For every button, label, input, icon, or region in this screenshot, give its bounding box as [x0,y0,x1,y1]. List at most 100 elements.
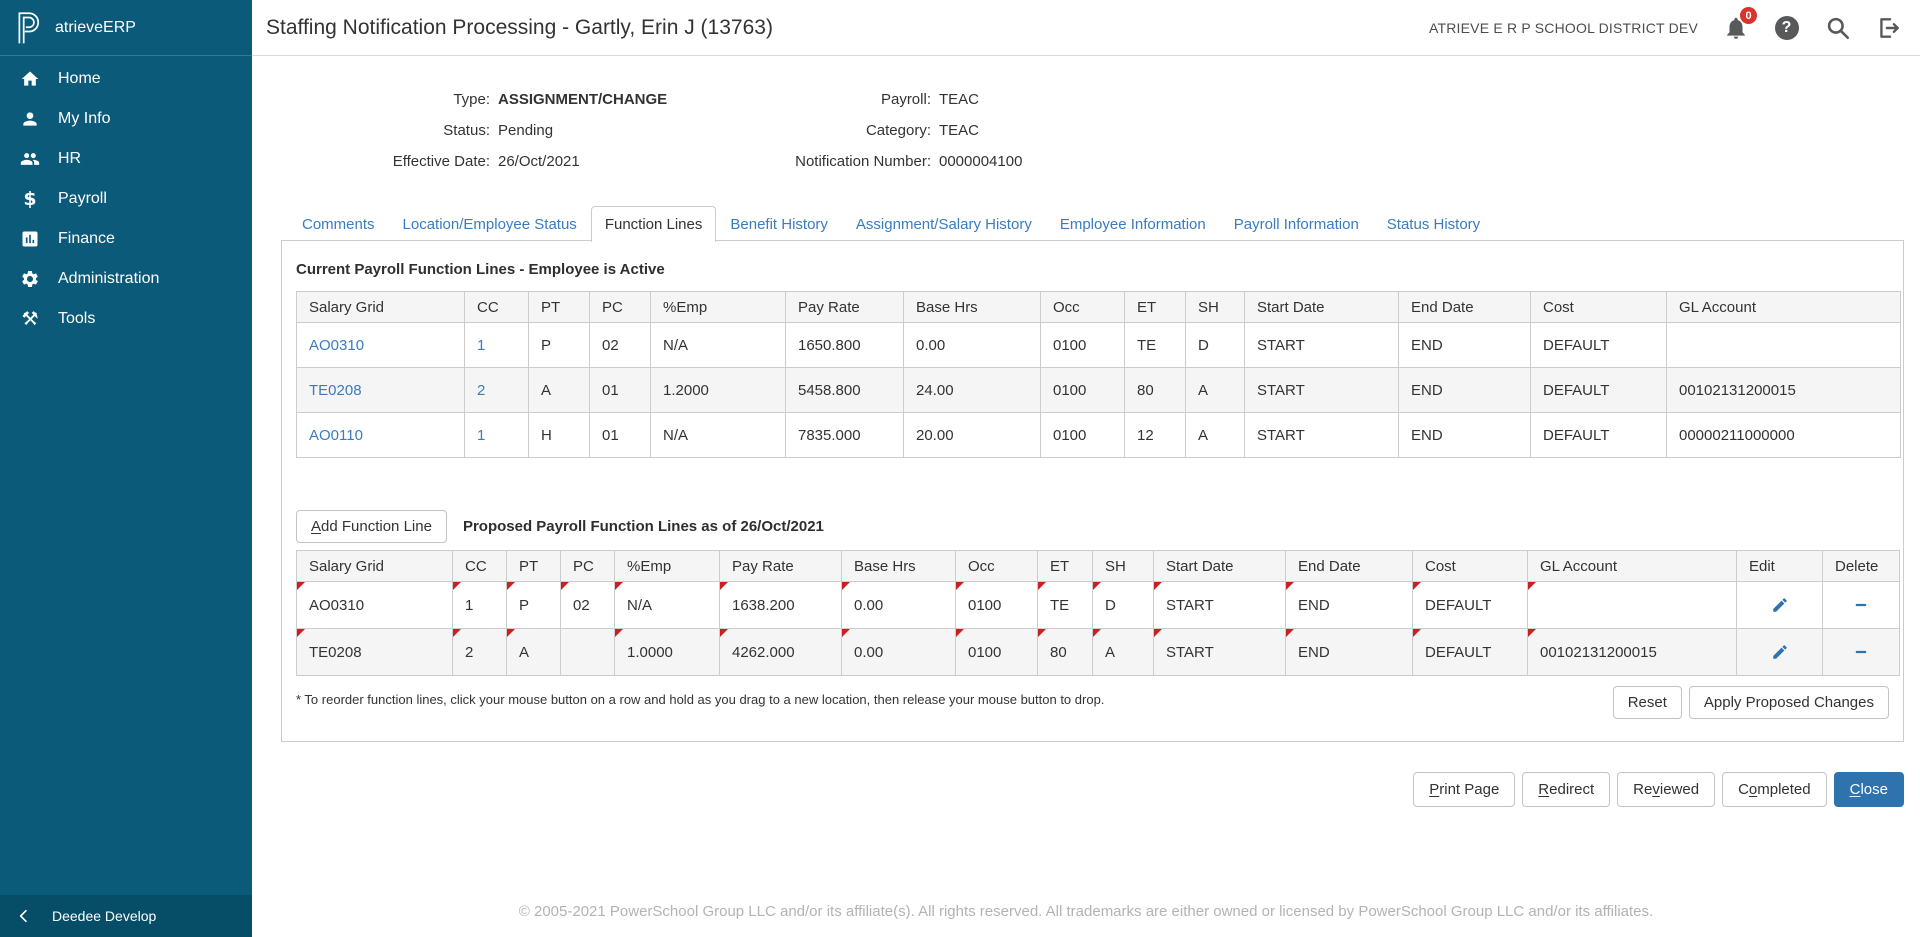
column-header-gl-account: GL Account [1528,551,1737,582]
reset-button[interactable]: Reset [1613,686,1682,719]
app-logo: atrieveERP [0,0,252,56]
print-page-button[interactable]: Print Page [1413,772,1515,807]
reviewed-button[interactable]: Reviewed [1617,772,1715,807]
column-header-occ: Occ [1041,292,1125,323]
changed-cell-marker [720,582,728,590]
edit-row-button[interactable] [1737,582,1823,629]
current-cell-link[interactable]: TE0208 [297,368,465,413]
current-cell: 24.00 [904,368,1041,413]
tools-icon: ⚒ [18,309,42,329]
proposed-cell: 1 [453,582,507,629]
gear-icon [18,269,42,289]
page-actions: Print PageRedirectReviewedCompletedClose [281,772,1904,807]
proposed-cell: P [507,582,561,629]
edit-row-button[interactable] [1737,629,1823,676]
changed-cell-marker [1286,629,1294,637]
proposed-cell: 2 [453,629,507,676]
proposed-cell: 00102131200015 [1528,629,1737,676]
proposed-cell: 0100 [956,629,1038,676]
current-cell: 0.00 [904,323,1041,368]
tab-location-employee-status[interactable]: Location/Employee Status [389,206,591,242]
changed-cell-marker [1413,582,1421,590]
changed-cell-marker [507,629,515,637]
tab-assignment-salary-history[interactable]: Assignment/Salary History [842,206,1046,242]
category-label: Category: [631,122,931,139]
column-header-end-date: End Date [1286,551,1413,582]
proposed-table-row[interactable]: TE02082A1.00004262.0000.00010080ASTARTEN… [297,629,1900,676]
sidebar-item-home[interactable]: Home [0,59,252,99]
current-cell: N/A [651,323,786,368]
current-cell: DEFAULT [1531,368,1667,413]
redirect-button[interactable]: Redirect [1522,772,1610,807]
changed-cell-marker [297,582,305,590]
current-cell-link[interactable]: AO0110 [297,413,465,458]
payroll-value: TEAC [939,91,979,108]
tab-function-lines[interactable]: Function Lines [591,206,717,242]
column-header-start-date: Start Date [1245,292,1399,323]
add-function-line-button[interactable]: Add Function Line [296,510,447,543]
help-button[interactable]: ? [1773,14,1800,41]
user-icon [18,109,42,129]
tab-payroll-information[interactable]: Payroll Information [1220,206,1373,242]
completed-button[interactable]: Completed [1722,772,1827,807]
status-label: Status: [252,122,490,139]
proposed-cell: 0.00 [842,582,956,629]
tab-status-history[interactable]: Status History [1373,206,1494,242]
tab-employee-information[interactable]: Employee Information [1046,206,1220,242]
search-button[interactable] [1824,14,1851,41]
current-cell-link[interactable]: 2 [465,368,529,413]
column-header-emp: %Emp [615,551,720,582]
changed-cell-marker [1413,629,1421,637]
function-lines-panel: Current Payroll Function Lines - Employe… [281,240,1904,742]
current-cell: 0100 [1041,368,1125,413]
notification-info-right: Payroll:TEAC Category:TEAC Notification … [631,84,1131,177]
sidebar-user-footer[interactable]: Deedee Develop [0,895,252,937]
sidebar-item-hr[interactable]: HR [0,139,252,179]
current-cell: TE [1125,323,1186,368]
column-header-cost: Cost [1413,551,1528,582]
current-cell-link[interactable]: 1 [465,323,529,368]
apply-proposed-changes-button[interactable]: Apply Proposed Changes [1689,686,1889,719]
sidebar-item-label: Payroll [58,190,107,208]
changed-cell-marker [842,582,850,590]
minus-icon [1852,643,1870,660]
sidebar-item-tools[interactable]: ⚒Tools [0,299,252,339]
changed-cell-marker [956,629,964,637]
current-cell: 0100 [1041,413,1125,458]
proposed-table-row[interactable]: AO03101P02N/A1638.2000.000100TEDSTARTEND… [297,582,1900,629]
logout-icon [1876,15,1902,41]
column-header-gl-account: GL Account [1667,292,1901,323]
changed-cell-marker [1038,582,1046,590]
proposed-cell [561,629,615,676]
column-header-salary-grid: Salary Grid [297,292,465,323]
current-cell-link[interactable]: 1 [465,413,529,458]
logout-button[interactable] [1875,14,1902,41]
tab-benefit-history[interactable]: Benefit History [716,206,842,242]
current-cell-link[interactable]: AO0310 [297,323,465,368]
proposed-cell: END [1286,629,1413,676]
delete-row-button[interactable] [1823,582,1900,629]
current-table-row: AO01101H01N/A7835.00020.00010012ASTARTEN… [297,413,1901,458]
dollar-icon: $ [18,189,42,209]
sidebar-item-administration[interactable]: Administration [0,259,252,299]
current-cell: A [1186,413,1245,458]
close-button[interactable]: Close [1834,772,1904,807]
tab-bar: CommentsLocation/Employee StatusFunction… [288,206,1494,242]
changed-cell-marker [1093,582,1101,590]
sidebar-item-payroll[interactable]: $ Payroll [0,179,252,219]
sidebar-menu: HomeMy InfoHR $ Payroll FinanceAdministrati… [0,56,252,339]
sidebar-item-my-info[interactable]: My Info [0,99,252,139]
tab-comments[interactable]: Comments [288,206,389,242]
sidebar-item-finance[interactable]: Finance [0,219,252,259]
minus-icon [1852,596,1870,613]
current-cell: 80 [1125,368,1186,413]
current-lines-title: Current Payroll Function Lines - Employe… [296,261,1889,278]
column-header-pay-rate: Pay Rate [786,292,904,323]
column-header-cost: Cost [1531,292,1667,323]
notifications-button[interactable]: 0 [1722,14,1749,41]
delete-row-button[interactable] [1823,629,1900,676]
chevron-left-icon [16,908,32,924]
app-name: atrieveERP [55,19,136,37]
column-header-sh: SH [1186,292,1245,323]
pencil-icon [1771,643,1789,660]
